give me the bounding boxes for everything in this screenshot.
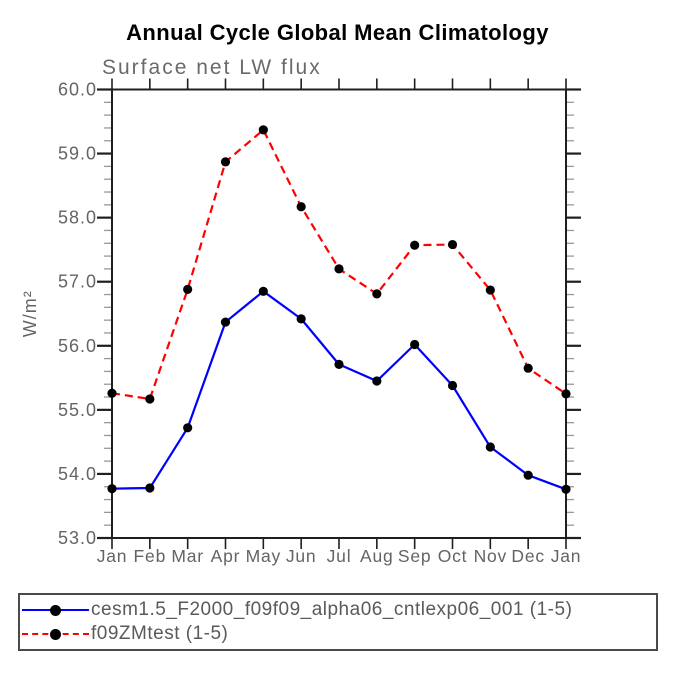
- data-point-marker: [523, 470, 533, 480]
- legend-item: cesm1.5_F2000_f09f09_alpha06_cntlexp06_0…: [22, 598, 656, 622]
- x-tick-label: Jul: [327, 546, 352, 566]
- x-tick-label: Jan: [551, 546, 582, 566]
- x-tick-label: Dec: [511, 546, 545, 566]
- data-point-marker: [107, 484, 117, 494]
- legend-box: cesm1.5_F2000_f09f09_alpha06_cntlexp06_0…: [18, 593, 658, 651]
- data-point-marker: [220, 157, 231, 167]
- data-point-marker: [447, 380, 458, 391]
- data-point-marker: [561, 389, 571, 399]
- chart-title: Annual Cycle Global Mean Climatology: [126, 20, 549, 45]
- data-point-marker: [372, 376, 382, 386]
- data-point-marker: [296, 202, 306, 212]
- x-tick-label: Oct: [438, 546, 468, 566]
- y-tick-label: 54.0: [58, 464, 97, 484]
- y-tick-label: 57.0: [58, 272, 97, 292]
- legend-item: f09ZMtest (1-5): [22, 622, 656, 646]
- data-point-marker: [561, 484, 571, 494]
- data-point-marker: [145, 394, 155, 404]
- data-point-marker: [485, 285, 495, 295]
- data-point-marker: [220, 317, 231, 327]
- data-point-marker: [183, 284, 193, 295]
- data-point-marker: [107, 388, 117, 398]
- series-line: [111, 290, 567, 491]
- legend-label: cesm1.5_F2000_f09f09_alpha06_cntlexp06_0…: [91, 599, 573, 620]
- x-tick-label: Jan: [97, 546, 128, 566]
- x-tick-label: Sep: [398, 546, 432, 566]
- x-tick-label: May: [246, 546, 281, 566]
- y-tick-label: 58.0: [58, 208, 97, 228]
- x-tick-label: Aug: [360, 546, 394, 566]
- data-point-marker: [372, 289, 382, 299]
- data-point-marker: [258, 125, 268, 135]
- legend-label: f09ZMtest (1-5): [91, 623, 229, 644]
- data-point-marker: [334, 264, 344, 274]
- data-point-marker: [523, 363, 533, 373]
- y-tick-label: 60.0: [58, 80, 97, 100]
- data-point-marker: [145, 483, 155, 493]
- y-tick-label: 56.0: [58, 336, 97, 356]
- data-point-marker: [258, 286, 268, 296]
- legend-marker-dot-icon: [50, 628, 61, 640]
- plot-frame: [111, 88, 567, 539]
- data-point-marker: [410, 240, 420, 250]
- data-point-marker: [296, 314, 306, 324]
- x-tick-label: Apr: [211, 546, 241, 566]
- x-tick-label: Mar: [171, 546, 204, 566]
- data-point-marker: [410, 339, 420, 350]
- y-axis-title: W/m²: [20, 290, 40, 337]
- data-point-marker: [183, 423, 193, 433]
- x-tick-label: Nov: [474, 546, 508, 566]
- legend-marker-dot-icon: [50, 604, 61, 616]
- y-tick-label: 55.0: [58, 400, 97, 420]
- x-tick-label: Jun: [286, 546, 317, 566]
- data-point-marker: [485, 442, 495, 452]
- data-point-marker: [447, 239, 458, 250]
- x-tick-label: Feb: [134, 546, 167, 566]
- y-tick-label: 59.0: [58, 144, 97, 164]
- legend-line-sample-solid: [22, 601, 89, 620]
- legend-line-sample-dashed: [22, 625, 89, 644]
- chart-subtitle: Surface net LW flux: [102, 56, 322, 79]
- data-point-marker: [334, 359, 344, 369]
- y-tick-label: 53.0: [58, 528, 97, 548]
